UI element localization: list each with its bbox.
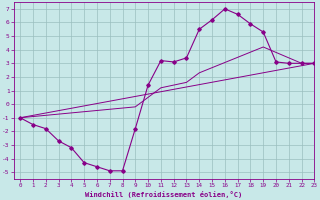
X-axis label: Windchill (Refroidissement éolien,°C): Windchill (Refroidissement éolien,°C) bbox=[85, 191, 243, 198]
